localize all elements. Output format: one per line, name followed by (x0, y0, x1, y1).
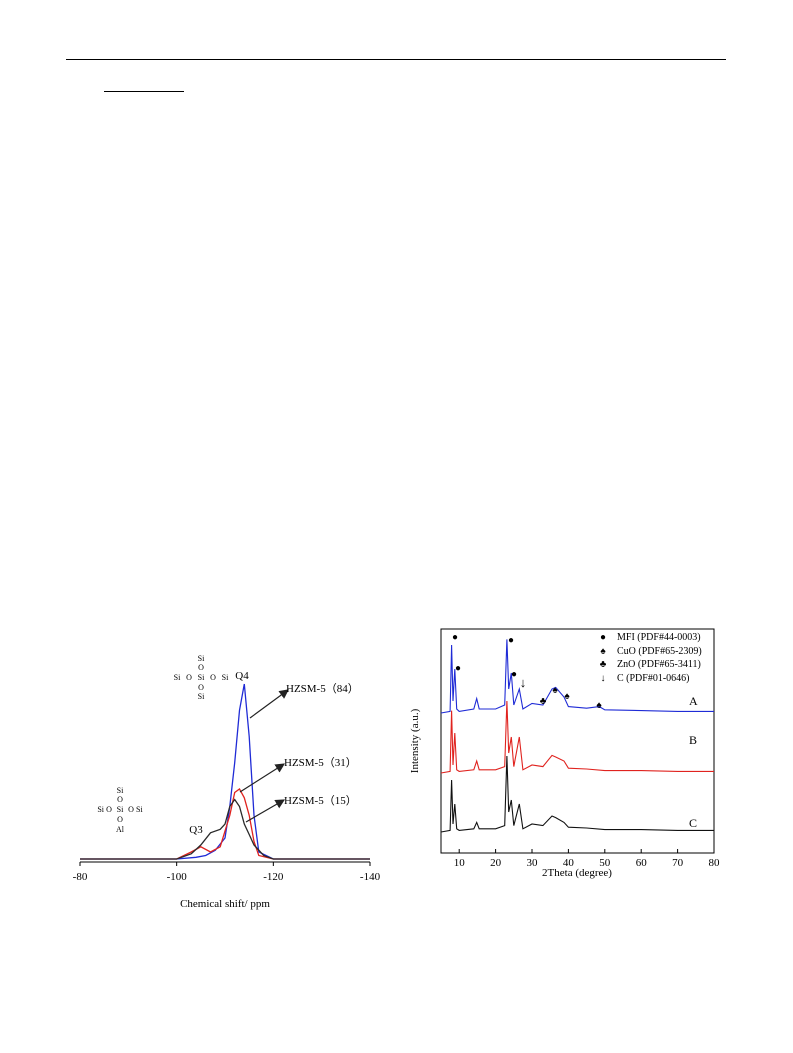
nmr-ticks: -80 -100 -120 -140 (73, 862, 381, 883)
curve-label-a: A (689, 694, 698, 708)
xrd-plot-area (440, 639, 714, 833)
q4-top-atom: Si (198, 654, 205, 663)
nmr-tick-label: -80 (73, 871, 88, 883)
curve-label-c: C (689, 816, 697, 830)
marker-zno: ♣ (540, 696, 547, 707)
arrow-15 (245, 799, 286, 823)
xrd-figure: 10 20 30 40 50 60 70 80 2Theta (degree) Intensi… (405, 620, 725, 885)
q3-bottom-o: O (117, 815, 123, 824)
q4-bottom-o: O (198, 683, 204, 692)
marker-mfi-1: ● (452, 632, 458, 643)
marker-mfi-3: ● (508, 635, 514, 646)
xrd-peak-markers: ● ● ● ● ↓ ♣ ♠ ♠ ♠ (452, 632, 602, 711)
xrd-series-A (440, 639, 714, 714)
legend-symbol-cuo: ♠ (600, 646, 606, 657)
xrd-tick-label: 50 (599, 857, 611, 869)
marker-cuo-3: ♠ (596, 700, 602, 711)
xrd-tick-label: 60 (636, 857, 648, 869)
curve-label-b: B (689, 733, 697, 747)
xrd-tick-label: 70 (672, 857, 684, 869)
xrd-tick-label: 40 (563, 857, 575, 869)
q3-top-o: O (117, 795, 123, 804)
nmr-tick-label: -120 (263, 871, 284, 883)
arrow-84 (249, 689, 289, 719)
q3-top-atom: Si (117, 786, 124, 795)
q3-right-o: O (128, 805, 134, 814)
xrd-series-B (440, 700, 714, 774)
xrd-y-label: Intensity (a.u.) (409, 708, 421, 773)
legend-text-zno: ZnO (PDF#65-3411) (617, 659, 701, 670)
q4-bottom-atom: Si (198, 692, 205, 701)
nmr-tick-label: -140 (360, 871, 381, 883)
xrd-tick-label: 30 (527, 857, 539, 869)
marker-mfi-2: ● (455, 663, 461, 674)
xrd-tick-label: 80 (709, 857, 721, 869)
legend-text-c: C (PDF#01-0646) (617, 673, 690, 684)
nmr-x-label: Chemical shift/ ppm (180, 898, 270, 910)
legend-text-mfi: MFI (PDF#44-0003) (617, 632, 701, 643)
q3-right-atom: Si (136, 805, 143, 814)
nmr-plot-area (80, 683, 370, 860)
header-rule (66, 59, 726, 60)
xrd-tick-label: 20 (490, 857, 502, 869)
q3-center-atom: Si (117, 805, 124, 814)
q4-label: Q4 (235, 670, 249, 682)
q3-left-o: O (106, 805, 112, 814)
series-label-84: HZSM-5（84） (286, 682, 359, 695)
xrd-legend: ● MFI (PDF#44-0003) ♠ CuO (PDF#65-2309) … (600, 632, 702, 684)
q3-bottom-atom: Al (116, 825, 125, 834)
nmr-series-0 (80, 683, 370, 860)
short-rule (104, 91, 184, 92)
q3-left-atom: Si (97, 805, 104, 814)
q4-center-atom: Si (198, 673, 205, 682)
q4-right-o: O (210, 673, 216, 682)
marker-cuo-1: ♠ (552, 685, 558, 696)
legend-symbol-c: ↓ (601, 673, 606, 684)
q4-left-o: O (186, 673, 192, 682)
nmr-tick-label: -100 (167, 871, 188, 883)
xrd-x-label: 2Theta (degree) (542, 867, 612, 879)
arrow-31 (239, 763, 286, 793)
q3-label: Q3 (189, 824, 203, 836)
series-label-15: HZSM-5（15） (284, 794, 357, 807)
xrd-chart: 10 20 30 40 50 60 70 80 2Theta (degree) Intensi… (409, 628, 720, 879)
series-label-31: HZSM-5（31） (284, 756, 357, 769)
marker-mfi-4: ● (511, 669, 517, 680)
nmr-series-2 (80, 798, 370, 860)
xrd-tick-label: 10 (454, 857, 466, 869)
q3-structure: Si O Si Si O O Si O Al (97, 786, 143, 834)
xrd-series-C (440, 755, 714, 833)
marker-carbon: ↓ (520, 675, 527, 690)
legend-text-cuo: CuO (PDF#65-2309) (617, 646, 702, 657)
q4-left-atom: Si (174, 673, 181, 682)
legend-symbol-mfi: ● (600, 632, 606, 643)
legend-symbol-zno: ♣ (600, 659, 607, 670)
xrd-frame (440, 628, 715, 854)
q4-right-atom: Si (222, 673, 229, 682)
q4-structure: Si O Si Si O O Si O Si (174, 654, 229, 701)
xrd-ticks: 10 20 30 40 50 60 70 80 (454, 849, 720, 869)
nmr-figure: Si O Si Si O O Si O Si Si O Si Si O O Si… (72, 640, 382, 910)
marker-cuo-2: ♠ (564, 691, 570, 702)
q4-top-o: O (198, 663, 204, 672)
nmr-chart: Si O Si Si O O Si O Si Si O Si Si O O Si… (73, 654, 381, 910)
